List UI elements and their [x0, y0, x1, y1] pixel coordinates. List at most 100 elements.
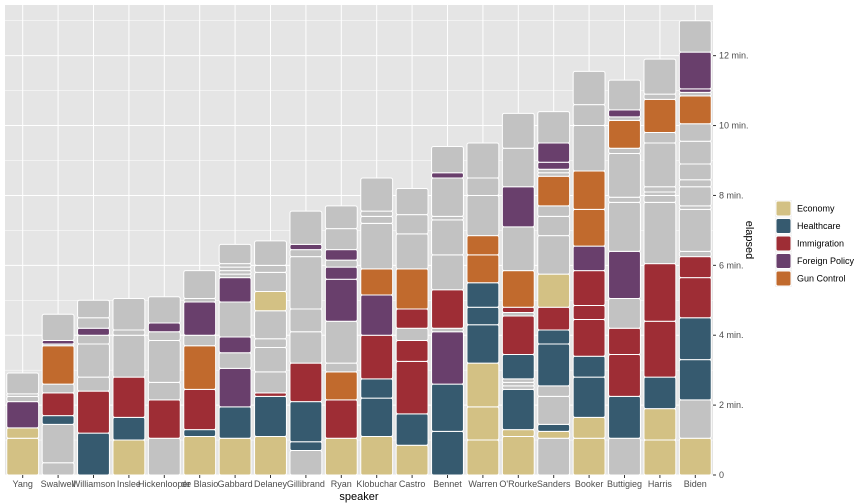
- bar-segment: [6, 372, 40, 395]
- legend-key-economy: [775, 200, 792, 217]
- bar-segment: [537, 423, 571, 432]
- bar-segment: [183, 334, 217, 347]
- bar-segment: [608, 119, 641, 149]
- bar-segment: [678, 91, 712, 97]
- bar-segment: [324, 205, 358, 230]
- bar-stack-sanders: [537, 111, 571, 476]
- bar-segment: [537, 329, 571, 345]
- bar-segment: [431, 383, 464, 432]
- y-axis-title: elapsed: [743, 221, 755, 260]
- bar-segment: [112, 329, 146, 336]
- bar-stack-hickenlooper: [147, 296, 181, 476]
- bar-segment: [41, 383, 75, 394]
- bar-segment: [608, 109, 641, 118]
- bar-segment: [77, 343, 110, 378]
- bar-segment: [643, 142, 677, 188]
- bar-segment: [183, 270, 217, 300]
- y-tick-label: 4 min.: [719, 330, 744, 340]
- bar-segment: [218, 243, 252, 265]
- bar-segment: [254, 436, 287, 476]
- bar-stack-ryan: [324, 205, 358, 476]
- bar-segment: [324, 259, 358, 268]
- bar-segment: [466, 362, 500, 408]
- bar-segment: [608, 437, 641, 476]
- bar-segment: [360, 334, 394, 380]
- bar-segment: [431, 177, 464, 217]
- bar-segment: [289, 249, 323, 258]
- bar-segment: [572, 416, 606, 439]
- bar-segment: [289, 450, 323, 476]
- bar-segment: [466, 142, 500, 179]
- bar-segment: [643, 132, 677, 144]
- bar-segment: [431, 219, 464, 256]
- bar-segment: [678, 95, 712, 125]
- bar-segment: [324, 362, 358, 373]
- bar-segment: [360, 397, 394, 438]
- bar-segment: [501, 270, 535, 308]
- bar-segment: [147, 381, 181, 401]
- bar-segment: [537, 235, 571, 275]
- y-tick-label: 12 min.: [719, 51, 749, 61]
- bar-segment: [572, 170, 606, 210]
- bar-segment: [395, 360, 429, 415]
- bar-segment: [572, 318, 606, 357]
- bar-segment: [360, 177, 394, 212]
- bar-segment: [218, 266, 252, 272]
- bar-segment: [431, 289, 464, 329]
- bar-segment: [678, 20, 712, 53]
- bar-segment: [643, 201, 677, 265]
- bar-segment: [147, 322, 181, 333]
- x-tick-label: Swalwell: [41, 479, 76, 489]
- x-tick-label: Buttigieg: [607, 479, 642, 489]
- bar-segment: [608, 395, 641, 439]
- bar-segment: [360, 268, 394, 296]
- legend-key-foreign-policy: [775, 253, 792, 269]
- y-axis-ticks: 0 2 min. 4 min. 6 min. 8 min. 10 min. 12 min.: [713, 51, 749, 480]
- bar-segment: [395, 214, 429, 235]
- bar-segment: [572, 305, 606, 320]
- bar-segment: [608, 250, 641, 300]
- bar-segment: [678, 256, 712, 279]
- bar-segment: [608, 201, 641, 252]
- bar-segment: [289, 308, 323, 333]
- bar-segment: [183, 429, 217, 438]
- bar-segment: [324, 320, 358, 364]
- bar-segment: [254, 240, 287, 266]
- y-tick-label: 0: [719, 470, 724, 480]
- bar-segment: [218, 367, 252, 408]
- bar-segment: [360, 210, 394, 217]
- bar-segment: [466, 324, 500, 364]
- bar-segment: [324, 228, 358, 251]
- x-tick-label: Booker: [575, 479, 604, 489]
- bar-segment: [324, 371, 358, 401]
- bar-segment: [395, 327, 429, 341]
- bar-segment: [218, 406, 252, 439]
- x-tick-label: Klobuchar: [356, 479, 397, 489]
- bar-segment: [678, 163, 712, 181]
- bar-segment: [395, 233, 429, 270]
- bar-segment: [466, 194, 500, 237]
- bar-segment: [254, 264, 287, 273]
- bar-segment: [41, 415, 75, 425]
- bar-segment: [254, 371, 287, 394]
- x-tick-label: Sanders: [537, 479, 571, 489]
- bar-segment: [289, 401, 323, 443]
- y-tick-label: 2 min.: [719, 400, 744, 410]
- bar-segment: [254, 338, 287, 348]
- bar-segment: [572, 245, 606, 272]
- bar-segment: [608, 116, 641, 121]
- bar-segment: [431, 430, 464, 476]
- bar-segment: [678, 51, 712, 90]
- bar-segment: [41, 345, 75, 385]
- bar-segment: [324, 266, 358, 280]
- bar-segment: [289, 210, 323, 245]
- bar-segment: [254, 291, 287, 312]
- bar-segment: [466, 406, 500, 441]
- bar-segment: [643, 408, 677, 441]
- bar-segment: [572, 355, 606, 378]
- x-tick-label: Hickenlooper: [138, 479, 191, 489]
- bar-segment: [643, 376, 677, 410]
- bar-segment: [254, 392, 287, 397]
- bar-segment: [41, 339, 75, 345]
